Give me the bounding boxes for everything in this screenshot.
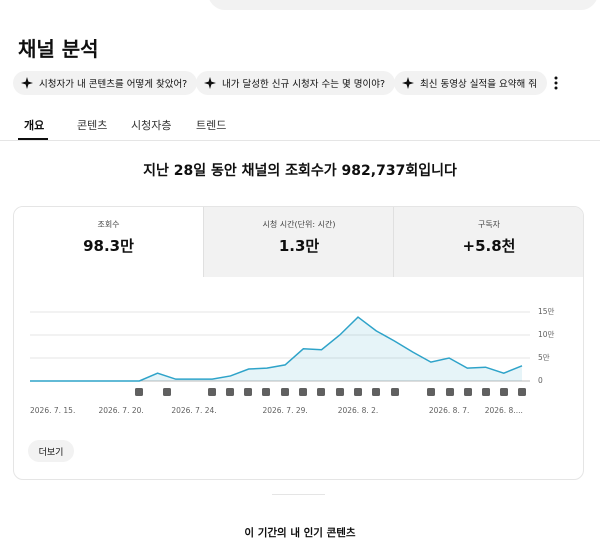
more-menu[interactable] xyxy=(551,75,561,91)
x-tick-label: 2026. 7. 15. xyxy=(30,406,75,415)
y-tick-label: 0 xyxy=(538,376,543,385)
chip[interactable]: 최신 동영상 실적을 요약해 줘 xyxy=(394,71,547,95)
x-tick-label: 2026. 8.... xyxy=(485,406,523,415)
tab-indicator xyxy=(18,138,48,140)
metric-label: 구독자 xyxy=(477,220,501,229)
metric-tab[interactable]: 시청 시간(단위: 시간) 1.3만 xyxy=(203,207,394,277)
tab[interactable]: 트렌드 xyxy=(196,119,227,132)
y-tick-label: 10만 xyxy=(538,330,555,339)
metric-label: 조회수 xyxy=(97,220,120,229)
divider xyxy=(272,494,325,495)
metric-value: 98.3만 xyxy=(83,237,134,255)
x-tick-label: 2026. 7. 24. xyxy=(171,406,216,415)
y-tick-label: 15만 xyxy=(538,307,555,316)
chip-text: 최신 동영상 실적을 요약해 줘 xyxy=(420,79,537,90)
y-tick-label: 5만 xyxy=(538,353,550,362)
tab[interactable]: 콘텐츠 xyxy=(77,119,108,132)
metric-value: +5.8천 xyxy=(462,237,516,255)
analytics-card: 조회수 98.3만 시청 시간(단위: 시간) 1.3만 구독자 +5.8천 xyxy=(13,206,584,480)
metric-value: 1.3만 xyxy=(278,237,320,255)
divider xyxy=(0,140,600,141)
x-tick-label: 2026. 7. 20. xyxy=(98,406,143,415)
chip[interactable]: 시청자가 내 콘텐츠를 어떻게 찾았어? xyxy=(13,71,198,95)
area xyxy=(30,317,522,381)
search-bar[interactable] xyxy=(208,0,598,10)
metric-label: 시청 시간(단위: 시간) xyxy=(262,220,336,229)
x-tick-label: 2026. 8. 7. xyxy=(429,406,470,415)
x-tick-label: 2026. 8. 2. xyxy=(338,406,379,415)
chip-text: 시청자가 내 콘텐츠를 어떻게 찾았어? xyxy=(39,79,188,90)
chip-text: 내가 달성한 신규 시청자 수는 몇 명이야? xyxy=(222,79,386,90)
chip[interactable]: 내가 달성한 신규 시청자 수는 몇 명이야? xyxy=(196,71,396,95)
tab[interactable]: 시청자층 xyxy=(131,119,172,132)
page-title: 채널 분석 xyxy=(18,37,99,61)
upload-markers xyxy=(135,388,526,396)
chart: 0 5만 10만 15만 2026. 7. 15. 2026. 7. 20. 2026. 7… xyxy=(30,307,555,415)
tab[interactable]: 개요 xyxy=(24,119,45,132)
metric-tab[interactable]: 구독자 +5.8천 xyxy=(393,207,583,277)
metric-tab[interactable]: 조회수 98.3만 xyxy=(14,207,203,277)
section-title: 이 기간의 내 인기 콘텐츠 xyxy=(244,527,356,539)
headline: 지난 28일 동안 채널의 조회수가 982,737회입니다 xyxy=(143,163,457,179)
more-button[interactable]: 더보기 xyxy=(28,440,74,462)
line xyxy=(30,316,523,382)
x-tick-label: 2026. 7. 29. xyxy=(262,406,307,415)
